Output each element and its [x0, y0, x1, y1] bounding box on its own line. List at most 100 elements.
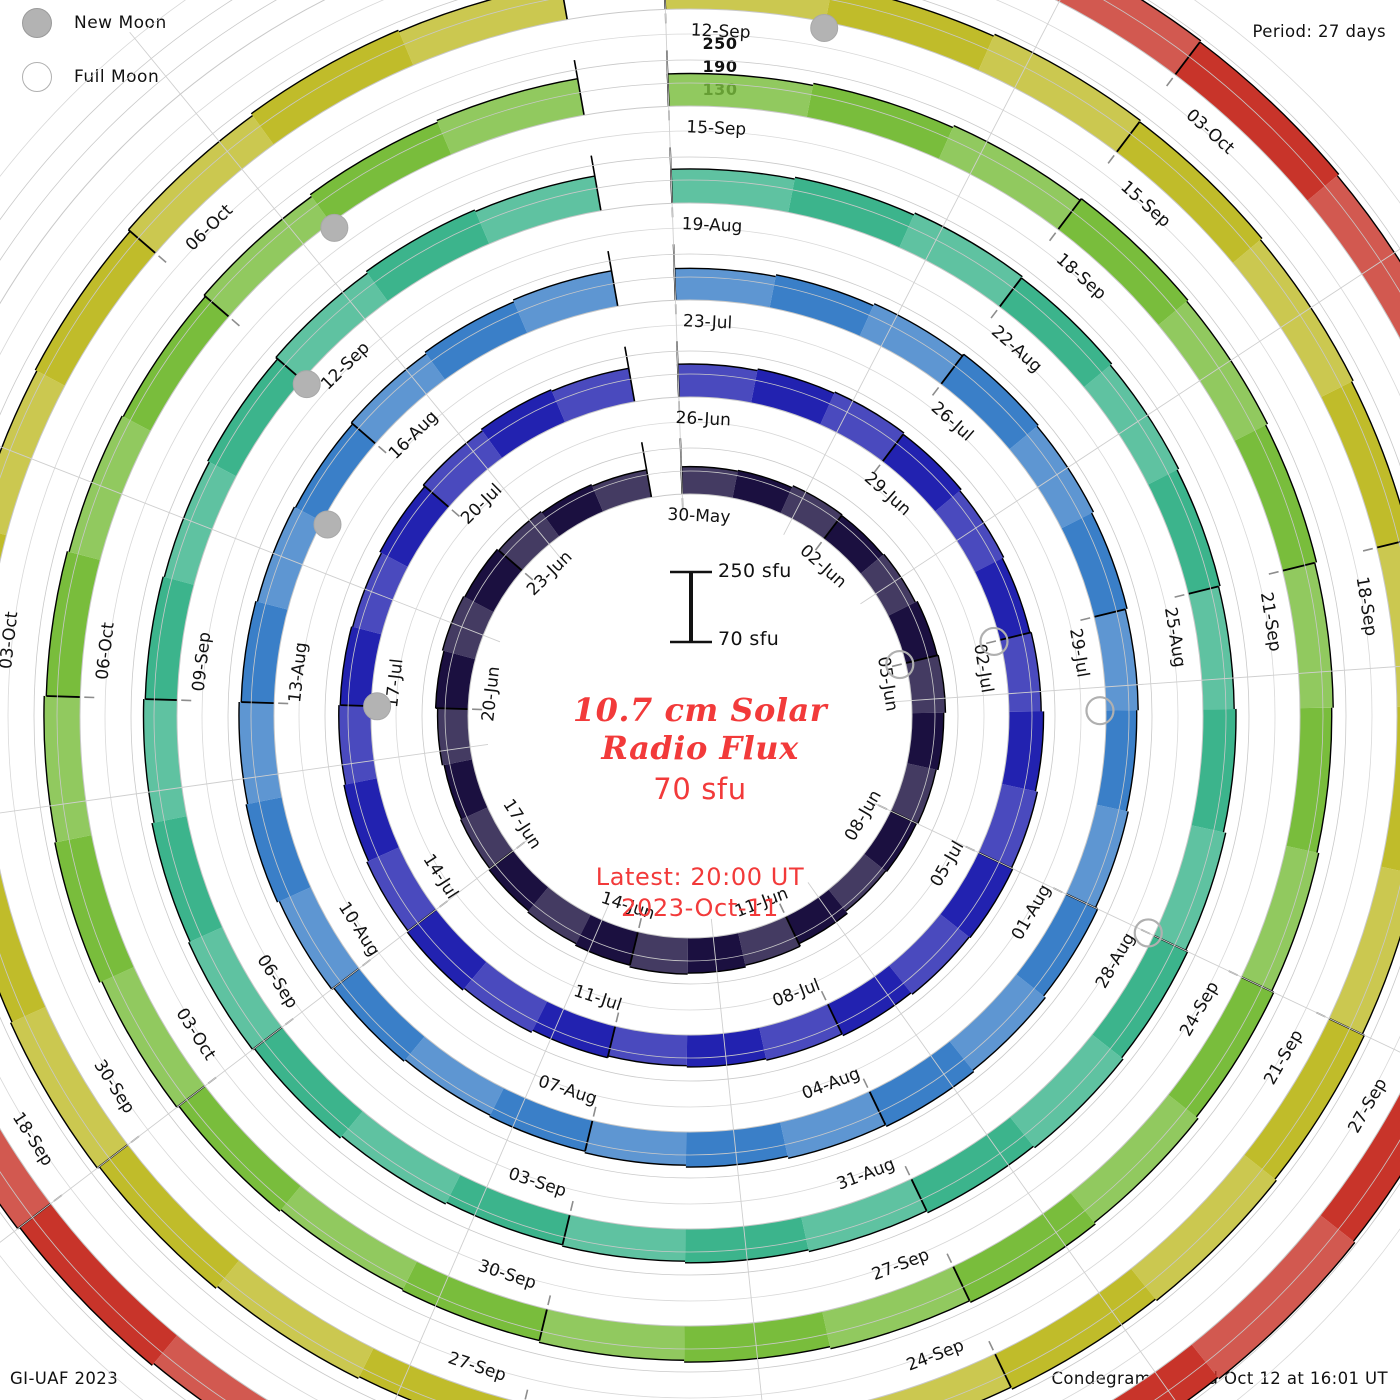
flux-bar	[801, 1178, 927, 1252]
flux-bar	[488, 850, 549, 911]
flux-bar	[1158, 301, 1268, 441]
flux-bar	[359, 1348, 512, 1400]
date-label: 21-Sep	[1256, 591, 1285, 653]
flux-bar	[402, 1261, 548, 1341]
flux-bar	[254, 1027, 363, 1139]
flux-bar	[513, 270, 618, 334]
flux-bar	[825, 0, 994, 71]
flux-bar	[43, 695, 92, 843]
credit-note: GI-UAF 2023	[10, 1369, 119, 1388]
flux-bar	[352, 552, 408, 635]
flux-bar	[1188, 586, 1235, 710]
flux-bar	[940, 852, 1013, 938]
flux-bar	[145, 576, 195, 701]
flux-bar	[1232, 239, 1354, 398]
flux-bar	[10, 1006, 128, 1169]
flux-bar	[1094, 609, 1139, 711]
flux-bar	[207, 358, 303, 477]
flux-bar	[859, 303, 963, 385]
flux-bar	[1055, 0, 1201, 75]
flux-bar	[423, 430, 503, 508]
flux-bar	[341, 1111, 461, 1205]
flux-bar	[405, 1036, 504, 1116]
new-moon-marker-icon	[363, 692, 392, 721]
flux-bar	[1234, 425, 1317, 571]
flux-bar	[178, 1085, 301, 1212]
flux-bar	[46, 551, 101, 698]
flux-bar	[498, 511, 560, 571]
flux-bar	[1112, 1344, 1218, 1400]
flux-bar	[442, 596, 494, 660]
flux-bar	[1001, 711, 1044, 792]
flux-bar	[532, 1001, 616, 1058]
flux-bar	[54, 835, 135, 983]
flux-bar	[1116, 121, 1263, 263]
new-moon-marker-icon	[320, 213, 349, 242]
flux-bar	[780, 485, 843, 539]
hollow-circle-icon	[22, 62, 52, 92]
flux-bar	[1009, 426, 1094, 529]
flux-bar	[204, 196, 331, 317]
flux-bar	[351, 353, 446, 444]
flux-bar	[949, 974, 1046, 1071]
rotation-ring-2	[238, 244, 1139, 1168]
flux-bar	[1153, 825, 1226, 951]
flux-bar	[19, 1203, 178, 1366]
flux-bar	[685, 1122, 788, 1168]
flux-bar	[667, 73, 814, 118]
flux-bar	[785, 889, 848, 944]
flux-bar	[999, 277, 1112, 388]
flux-bar	[152, 816, 223, 942]
full-moon-marker-icon	[1133, 918, 1163, 948]
flux-bar	[1282, 562, 1334, 709]
full-moon-marker-icon	[1085, 696, 1115, 726]
flux-bar	[340, 626, 382, 707]
flux-bar	[1009, 1034, 1124, 1148]
flux-bar	[759, 1003, 843, 1061]
flux-bar	[822, 1266, 970, 1349]
flux-bar	[974, 558, 1030, 641]
date-label: 15-Sep	[686, 117, 747, 140]
flux-bar	[128, 115, 274, 254]
flux-bar	[379, 486, 449, 567]
flux-bar	[551, 368, 635, 423]
flux-bar	[686, 1027, 767, 1067]
date-label: 23-Jul	[683, 311, 733, 333]
flux-bar	[732, 470, 793, 514]
full-moon-marker-icon	[885, 649, 915, 680]
flux-bar	[437, 708, 473, 766]
flux-bar	[608, 1026, 688, 1066]
scale-tick-250: 250	[702, 34, 738, 53]
flux-bar	[35, 231, 156, 386]
flux-bar	[246, 797, 311, 903]
flux-bar	[934, 490, 1004, 573]
flux-bar	[1016, 893, 1098, 996]
flux-bar	[1376, 541, 1400, 707]
flux-bar	[882, 434, 962, 512]
flux-bar	[938, 125, 1081, 230]
flux-bar	[978, 783, 1038, 869]
date-label: 29-Jul	[1065, 627, 1093, 679]
flux-bar	[1286, 707, 1332, 853]
flux-bar	[475, 176, 601, 244]
flux-bar	[769, 274, 874, 337]
flux-bar	[446, 1174, 570, 1245]
date-label: 19-Aug	[681, 214, 742, 237]
flux-bar	[978, 34, 1141, 153]
flux-bar	[275, 273, 388, 381]
date-label: 27-Sep	[869, 1245, 932, 1285]
date-label: 13-Aug	[285, 641, 312, 703]
flux-bar	[869, 1041, 974, 1127]
flux-bar	[1168, 977, 1274, 1117]
flux-bar	[1380, 706, 1400, 871]
flux-bar	[257, 506, 323, 610]
flux-bar	[538, 1309, 685, 1361]
flux-bar	[584, 1120, 687, 1166]
filled-circle-icon	[22, 8, 52, 38]
date-label: 03-Sep	[506, 1164, 569, 1202]
flux-bar	[868, 1353, 1011, 1400]
